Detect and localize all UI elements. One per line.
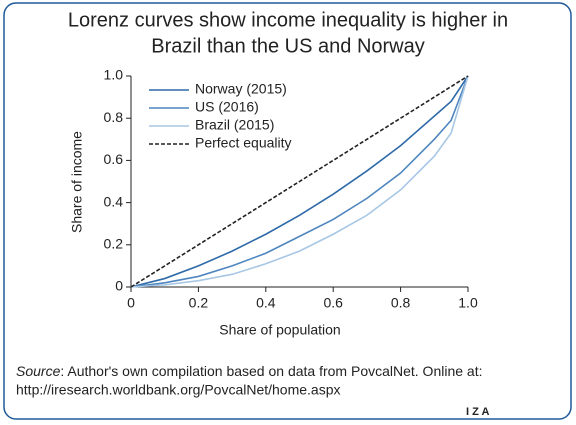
y-tick-label: 0.4	[104, 193, 124, 209]
x-tick-label: 0.8	[391, 295, 411, 311]
logo: I Z A	[466, 406, 489, 418]
frame	[3, 2, 572, 420]
legend-label: Perfect equality	[195, 135, 292, 151]
x-tick-label: 1.0	[458, 295, 478, 311]
source-text: : Author's own compilation based on data…	[60, 363, 482, 379]
x-tick-label: 0.2	[189, 295, 209, 311]
source-url: http://iresearch.worldbank.org/PovcalNet…	[16, 382, 341, 398]
series-line	[130, 75, 469, 288]
y-tick-label: 0.8	[104, 109, 124, 125]
chart-title: Brazil than the US and Norway	[151, 35, 424, 57]
legend-label: Norway (2015)	[195, 81, 287, 97]
chart-title: Lorenz curves show income inequality is …	[68, 9, 508, 31]
series-line	[130, 75, 469, 288]
x-axis-label: Share of population	[219, 322, 340, 338]
series-line	[130, 75, 469, 288]
source-label: Source	[16, 363, 61, 379]
series-line	[130, 75, 469, 288]
legend-label: Brazil (2015)	[195, 117, 274, 133]
x-tick-label: 0	[127, 295, 135, 311]
source: Source: Author's own compilation based o…	[16, 363, 483, 379]
x-tick-label: 0.4	[256, 295, 276, 311]
x-tick-label: 0.6	[323, 295, 343, 311]
y-axis-label: Share of income	[69, 131, 85, 233]
y-tick-label: 0.6	[104, 151, 124, 167]
y-tick-label: 0.2	[104, 236, 124, 252]
y-tick-label: 0	[115, 278, 123, 294]
y-tick-label: 1.0	[104, 67, 124, 83]
legend-label: US (2016)	[195, 99, 259, 115]
